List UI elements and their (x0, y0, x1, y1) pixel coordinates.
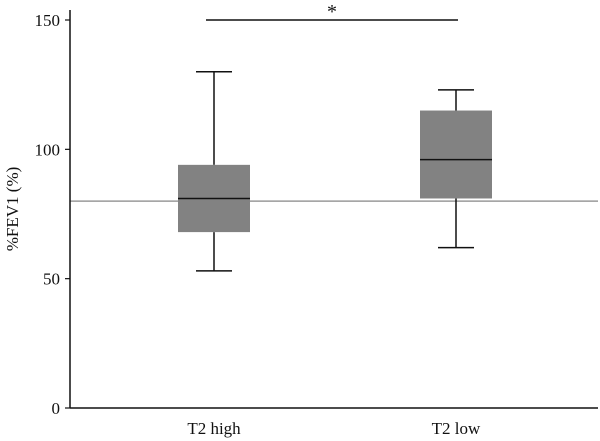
significance-label: * (327, 1, 337, 23)
iqr-box (420, 110, 492, 199)
y-tick-label: 50 (43, 270, 60, 289)
y-axis-title: %FEV1 (%) (3, 167, 22, 252)
y-ticks: 0 50 100 150 (35, 11, 70, 418)
y-tick-label: 100 (35, 140, 61, 159)
x-tick-label: T2 low (432, 419, 481, 438)
significance-group: * (206, 1, 458, 23)
y-tick-label: 0 (52, 399, 61, 418)
box-2 (420, 89, 492, 249)
x-tick-label: T2 high (187, 419, 241, 438)
box-1 (178, 70, 250, 272)
y-tick-label: 150 (35, 11, 61, 30)
plot-area (178, 70, 492, 272)
x-ticks: T2 high T2 low (187, 419, 481, 438)
